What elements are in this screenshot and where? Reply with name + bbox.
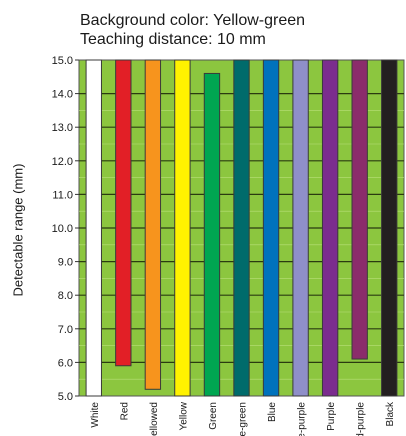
y-tick-label: 10.0 [52, 223, 73, 235]
y-tick-label: 8.0 [58, 290, 73, 302]
bar-red-purple [351, 59, 368, 360]
y-tick-label: 9.0 [58, 257, 73, 269]
bar-green [203, 72, 221, 397]
bar-red [115, 59, 132, 367]
x-tick-label: Red [119, 402, 130, 420]
x-tick-label: e-purple [297, 402, 308, 436]
y-tick-label: 14.0 [52, 89, 73, 101]
bar-white [85, 59, 102, 397]
bar-blue-purple [292, 59, 309, 397]
x-tick-label: White [90, 402, 101, 428]
bar-purple [321, 59, 339, 397]
x-tick-label: d-purple [356, 402, 367, 436]
y-tick-label: 11.0 [52, 189, 73, 201]
y-tick-label: 15.0 [52, 55, 73, 67]
x-tick-label: Green [208, 402, 219, 430]
x-tick-label: ellowed [149, 402, 160, 436]
bar-yellow [174, 59, 191, 397]
bar-yellowed [144, 59, 162, 390]
x-tick-label: Blue [267, 402, 278, 422]
y-tick-label: 5.0 [58, 391, 73, 403]
x-tick-label: Purple [326, 402, 337, 431]
chart-subtitle: Teaching distance: 10 mm [80, 31, 266, 48]
y-tick-label: 12.0 [52, 156, 73, 168]
x-tick-label: Yellow [178, 401, 189, 430]
x-tick-label: Black [385, 401, 396, 426]
x-tick-label: ue-green [238, 402, 249, 436]
bar-black [381, 59, 398, 397]
chart-title: Background color: Yellow-green [80, 12, 306, 29]
bar-blue [262, 59, 280, 397]
bar-blue-green [233, 59, 250, 397]
y-tick-label: 13.0 [52, 122, 73, 134]
y-tick-label: 6.0 [58, 357, 73, 369]
y-tick-label: 7.0 [58, 324, 73, 336]
